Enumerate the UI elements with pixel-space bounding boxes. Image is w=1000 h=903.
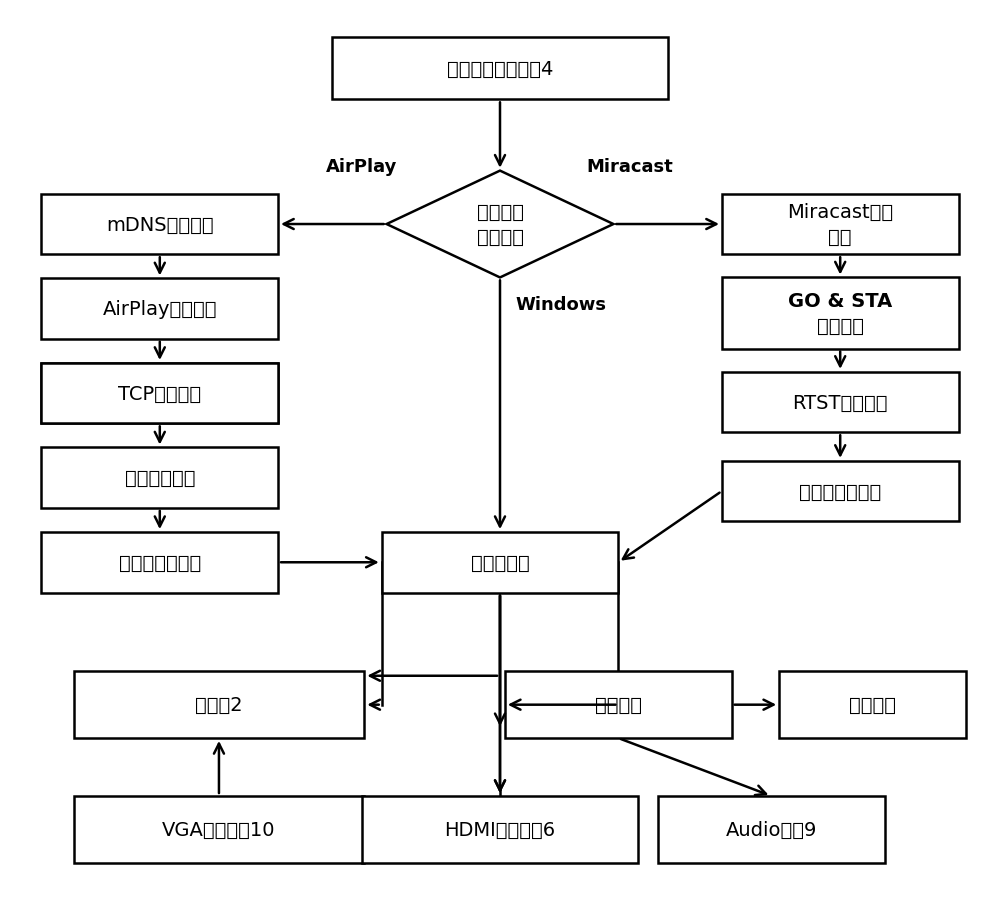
Text: 存储器2: 存储器2: [195, 695, 243, 714]
FancyBboxPatch shape: [41, 533, 278, 593]
Text: AirPlay连接请求: AirPlay连接请求: [103, 300, 217, 319]
Text: Audio接口9: Audio接口9: [725, 820, 817, 839]
FancyBboxPatch shape: [332, 38, 668, 100]
FancyBboxPatch shape: [41, 448, 278, 508]
Text: 解密音视频流: 解密音视频流: [125, 469, 195, 488]
Text: 获取音视频数据: 获取音视频数据: [119, 554, 201, 573]
Text: TCP协议解析: TCP协议解析: [118, 384, 201, 404]
Text: 分离音视频: 分离音视频: [471, 554, 529, 573]
Polygon shape: [387, 172, 613, 278]
Text: TCP协议解析: TCP协议解析: [118, 384, 201, 404]
FancyBboxPatch shape: [505, 672, 732, 739]
FancyBboxPatch shape: [658, 796, 885, 862]
Text: TCP协议解析: TCP协议解析: [118, 384, 201, 404]
FancyBboxPatch shape: [382, 533, 618, 593]
FancyBboxPatch shape: [41, 364, 278, 424]
Text: Windows: Windows: [516, 296, 607, 313]
Text: mDNS协议发现: mDNS协议发现: [106, 215, 214, 234]
Text: 蓝牙模块: 蓝牙模块: [849, 695, 896, 714]
Text: AirPlay: AirPlay: [326, 158, 398, 176]
Text: 判断连接
请求类型: 判断连接 请求类型: [477, 203, 524, 247]
FancyBboxPatch shape: [779, 672, 966, 739]
Text: 获取音视频数据: 获取音视频数据: [799, 482, 881, 501]
Text: VGA输入接口10: VGA输入接口10: [162, 820, 276, 839]
FancyBboxPatch shape: [362, 796, 638, 862]
FancyBboxPatch shape: [722, 278, 959, 349]
FancyBboxPatch shape: [41, 194, 278, 255]
FancyBboxPatch shape: [722, 194, 959, 255]
FancyBboxPatch shape: [722, 461, 959, 522]
Text: GO & STA
模式协商: GO & STA 模式协商: [788, 292, 892, 336]
FancyBboxPatch shape: [722, 372, 959, 433]
FancyBboxPatch shape: [41, 364, 278, 424]
Text: HDMI输出接口6: HDMI输出接口6: [444, 820, 556, 839]
Text: Miracast: Miracast: [587, 158, 674, 176]
Text: Miracast连接
请求: Miracast连接 请求: [787, 203, 893, 247]
Text: 第一无线信号模块4: 第一无线信号模块4: [447, 60, 553, 79]
FancyBboxPatch shape: [74, 796, 364, 862]
Text: 音频驱动: 音频驱动: [595, 695, 642, 714]
Text: RTST媒体协商: RTST媒体协商: [792, 393, 888, 412]
FancyBboxPatch shape: [74, 672, 364, 739]
FancyBboxPatch shape: [41, 279, 278, 340]
